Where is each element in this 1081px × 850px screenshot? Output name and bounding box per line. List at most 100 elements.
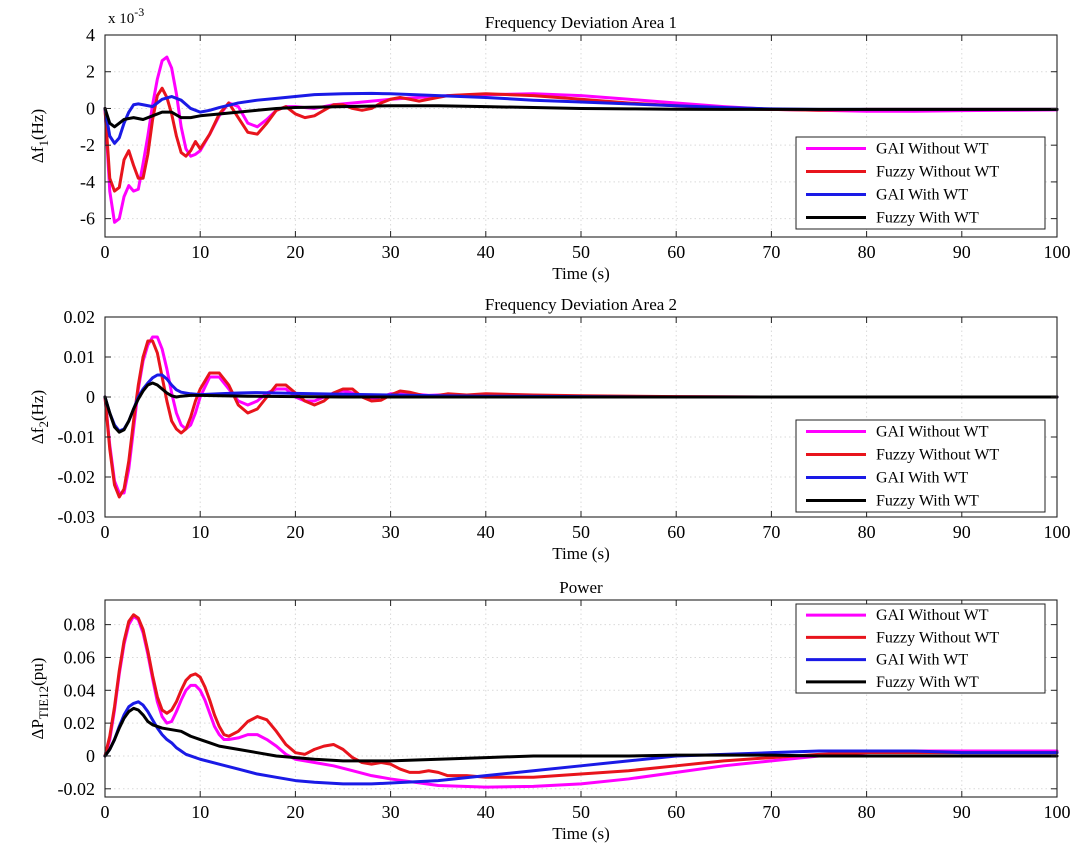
- series-line-fuzzy-without-wt: [103, 339, 1059, 499]
- y-axis-label-unit: (pu): [28, 658, 47, 686]
- y-tick-label: -6: [80, 209, 95, 229]
- y-axis-label-unit: (Hz): [28, 390, 47, 421]
- series-line-fuzzy-with-wt: [103, 381, 1059, 434]
- x-axis-label: Time (s): [552, 824, 609, 843]
- legend-label: Fuzzy Without WT: [876, 447, 999, 464]
- x-tick-label: 10: [191, 242, 209, 262]
- y-tick-label: 0.02: [64, 713, 96, 733]
- x-tick-label: 50: [572, 242, 590, 262]
- y-tick-label: -0.02: [58, 779, 96, 799]
- legend-label: GAI Without WT: [876, 141, 989, 158]
- chart-title: Frequency Deviation Area 1: [485, 13, 677, 32]
- x-tick-label: 90: [953, 242, 971, 262]
- y-axis-label-subscript: 2: [36, 421, 51, 428]
- x-tick-label: 70: [762, 802, 780, 822]
- chart-panel-2: 0 10 20 30 40 50 60 70 80 90 100 0.02 0.01 0 -0.01 -0.0…: [28, 295, 1071, 563]
- x-tick-label: 100: [1044, 802, 1071, 822]
- legend-label: GAI With WT: [876, 652, 968, 669]
- legend-label: GAI With WT: [876, 470, 968, 487]
- series-line-gai-without-wt: [103, 55, 1059, 224]
- legend-label: Fuzzy With WT: [876, 493, 979, 510]
- y-tick-label: 0.04: [64, 680, 96, 700]
- y-axis-label-main: Δf: [28, 146, 47, 163]
- y-tick-label: 4: [86, 25, 95, 45]
- y-axis-label: ΔPTIE12(pu): [28, 658, 51, 740]
- legend-box: [795, 603, 1046, 694]
- x-tick-label: 30: [382, 242, 400, 262]
- chart-panel-1: 0 10 20 30 40 50 60 70 80 90 100420-2-4-6Frequency…: [28, 5, 1071, 283]
- x-tick-label: 80: [858, 242, 876, 262]
- y-tick-label: 0.01: [64, 347, 96, 367]
- axis-exponent: x 10-3: [108, 5, 144, 27]
- x-tick-label: 90: [953, 522, 971, 542]
- x-tick-label: 70: [762, 242, 780, 262]
- series-line-fuzzy-without-wt: [103, 613, 1059, 779]
- legend: GAI Without WT Fuzzy Without WT GAI With W…: [795, 603, 1046, 694]
- legend-label: Fuzzy With WT: [876, 674, 979, 691]
- series-line-gai-with-wt: [103, 91, 1059, 145]
- x-tick-label: 0: [101, 242, 110, 262]
- legend: GAI Without WT Fuzzy Without WT GAI With W…: [795, 419, 1046, 513]
- x-tick-label: 0: [101, 522, 110, 542]
- legend-label: Fuzzy Without WT: [876, 164, 999, 181]
- legend-label: GAI With WT: [876, 187, 968, 204]
- y-tick-label: 0: [86, 98, 95, 118]
- chart-title: Power: [559, 578, 603, 597]
- x-tick-label: 80: [858, 802, 876, 822]
- y-axis-label-main: Δf: [28, 427, 47, 444]
- x-tick-label: 50: [572, 522, 590, 542]
- x-tick-label: 30: [382, 522, 400, 542]
- y-tick-label: 0.06: [64, 647, 96, 667]
- x-tick-label: 20: [286, 242, 304, 262]
- y-tick-label: 0.02: [64, 307, 96, 327]
- y-tick-label: 0: [86, 746, 95, 766]
- x-tick-label: 50: [572, 802, 590, 822]
- x-tick-label: 40: [477, 802, 495, 822]
- x-tick-label: 10: [191, 802, 209, 822]
- x-tick-label: 90: [953, 802, 971, 822]
- x-tick-label: 10: [191, 522, 209, 542]
- y-axis-label-unit: (Hz): [28, 109, 47, 140]
- x-tick-label: 60: [667, 242, 685, 262]
- x-tick-label: 100: [1044, 242, 1071, 262]
- legend-label: GAI Without WT: [876, 424, 989, 441]
- chart-title: Frequency Deviation Area 2: [485, 295, 677, 314]
- series-line-fuzzy-without-wt: [103, 86, 1059, 193]
- legend-label: Fuzzy Without WT: [876, 629, 999, 646]
- y-tick-label: 0: [86, 387, 95, 407]
- x-axis-label: Time (s): [552, 264, 609, 283]
- y-axis-label-subscript: TIE12: [36, 686, 51, 719]
- x-tick-label: 20: [286, 802, 304, 822]
- y-tick-label: 2: [86, 62, 95, 82]
- series-line-fuzzy-with-wt: [103, 706, 1059, 763]
- x-tick-label: 70: [762, 522, 780, 542]
- x-tick-label: 60: [667, 522, 685, 542]
- y-tick-label: -0.03: [58, 507, 96, 527]
- x-tick-label: 20: [286, 522, 304, 542]
- x-tick-label: 30: [382, 802, 400, 822]
- y-axis-label-subscript: 1: [36, 140, 51, 147]
- y-axis-label: Δf1(Hz): [28, 109, 51, 163]
- y-tick-label: -4: [80, 172, 95, 192]
- x-tick-label: 40: [477, 242, 495, 262]
- y-tick-label: -0.02: [58, 467, 96, 487]
- x-tick-label: 100: [1044, 522, 1071, 542]
- y-tick-label: 0.08: [64, 615, 96, 635]
- y-tick-label: -0.01: [58, 427, 96, 447]
- x-tick-label: 0: [101, 802, 110, 822]
- axis-exponent-base: x 10: [108, 11, 134, 27]
- y-axis-label: Δf2(Hz): [28, 390, 51, 444]
- y-tick-label: -2: [80, 135, 95, 155]
- x-tick-label: 60: [667, 802, 685, 822]
- y-axis-label-main: ΔP: [28, 719, 47, 739]
- legend: GAI Without WT Fuzzy Without WT GAI With W…: [795, 136, 1046, 230]
- x-axis-label: Time (s): [552, 544, 609, 563]
- series-line-fuzzy-with-wt: [103, 104, 1059, 129]
- x-tick-label: 80: [858, 522, 876, 542]
- legend-label: GAI Without WT: [876, 607, 989, 624]
- chart-panel-3: 0 10 20 30 40 50 60 70 80 90 1000.080.060.040.020-…: [28, 578, 1071, 843]
- legend-box: [795, 419, 1046, 513]
- legend-box: [795, 136, 1046, 230]
- legend-label: Fuzzy With WT: [876, 210, 979, 227]
